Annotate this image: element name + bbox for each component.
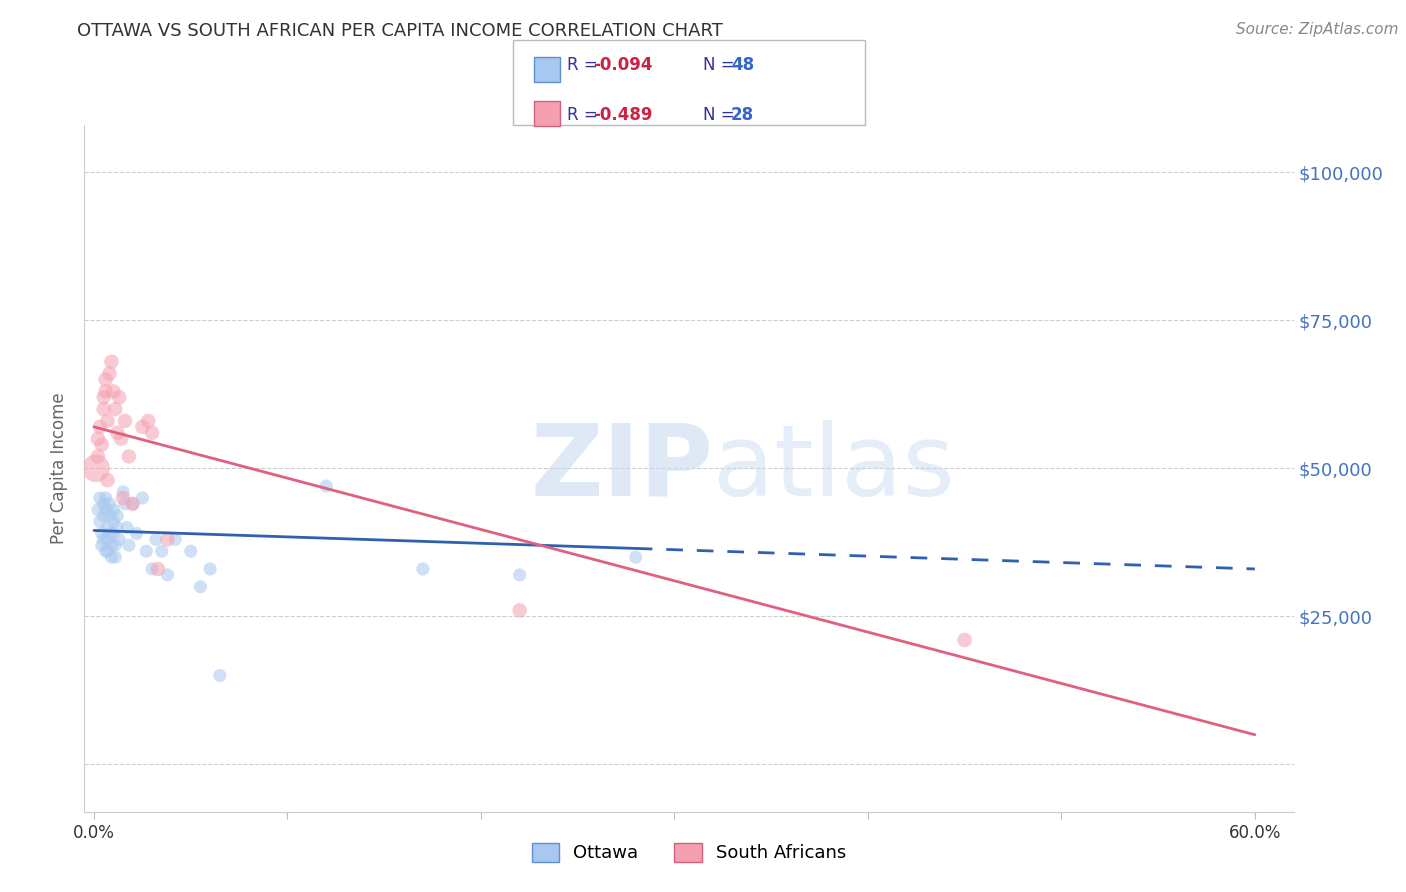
Point <box>156 567 179 582</box>
Point <box>93 497 115 511</box>
Y-axis label: Per Capita Income: Per Capita Income <box>51 392 69 544</box>
Point <box>103 515 125 529</box>
Point <box>103 526 125 541</box>
Point <box>97 520 120 534</box>
Point <box>104 402 127 417</box>
Point <box>118 538 141 552</box>
Point <box>198 562 221 576</box>
Point <box>98 526 121 541</box>
Point <box>156 533 179 547</box>
Text: R =: R = <box>567 56 603 74</box>
Point <box>165 533 187 547</box>
Text: R =: R = <box>567 106 603 124</box>
Text: ZIP: ZIP <box>530 420 713 516</box>
Point <box>118 450 141 464</box>
Point <box>624 550 647 565</box>
Point <box>105 520 128 534</box>
Text: 28: 28 <box>731 106 754 124</box>
Point <box>100 538 122 552</box>
Point <box>93 508 115 523</box>
Point <box>121 497 143 511</box>
Point <box>114 497 136 511</box>
Point <box>89 420 111 434</box>
Text: N =: N = <box>703 56 740 74</box>
Point <box>125 526 148 541</box>
Text: N =: N = <box>703 106 740 124</box>
Point <box>136 414 159 428</box>
Point <box>103 384 125 399</box>
Point <box>97 533 120 547</box>
Point <box>315 479 337 493</box>
Point <box>97 414 120 428</box>
Point <box>114 414 136 428</box>
Point <box>98 508 121 523</box>
Point <box>412 562 434 576</box>
Text: Source: ZipAtlas.com: Source: ZipAtlas.com <box>1236 22 1399 37</box>
Point <box>93 390 115 404</box>
Point <box>141 425 163 440</box>
Point <box>89 491 111 505</box>
Text: 48: 48 <box>731 56 754 74</box>
Point <box>131 491 153 505</box>
Point <box>94 502 117 516</box>
Point <box>509 567 531 582</box>
Text: atlas: atlas <box>713 420 955 516</box>
Point <box>94 372 117 386</box>
Point <box>145 533 167 547</box>
Text: OTTAWA VS SOUTH AFRICAN PER CAPITA INCOME CORRELATION CHART: OTTAWA VS SOUTH AFRICAN PER CAPITA INCOM… <box>77 22 723 40</box>
Point <box>94 384 117 399</box>
Legend: Ottawa, South Africans: Ottawa, South Africans <box>523 834 855 871</box>
Point <box>108 533 131 547</box>
Point <box>103 502 125 516</box>
Point <box>89 515 111 529</box>
Point <box>97 473 120 487</box>
Point <box>98 497 121 511</box>
Text: -0.489: -0.489 <box>593 106 652 124</box>
Point <box>100 550 122 565</box>
Point <box>105 508 128 523</box>
Point <box>97 544 120 558</box>
Point <box>509 603 531 617</box>
Point <box>90 538 112 552</box>
Point <box>131 420 153 434</box>
Text: -0.094: -0.094 <box>593 56 652 74</box>
Point <box>105 425 128 440</box>
Point <box>94 491 117 505</box>
Point <box>93 533 115 547</box>
Point <box>180 544 202 558</box>
Point <box>98 367 121 381</box>
Point <box>94 544 117 558</box>
Point <box>190 580 212 594</box>
Point <box>141 562 163 576</box>
Point <box>100 355 122 369</box>
Point <box>87 432 110 446</box>
Point <box>93 402 115 417</box>
Point <box>110 432 132 446</box>
Point <box>104 538 127 552</box>
Point <box>90 437 112 451</box>
Point <box>112 485 135 500</box>
Point <box>146 562 169 576</box>
Point <box>121 497 143 511</box>
Point <box>87 502 110 516</box>
Point <box>135 544 157 558</box>
Point <box>112 491 135 505</box>
Point <box>104 550 127 565</box>
Point <box>87 450 110 464</box>
Point <box>953 633 976 648</box>
Point <box>108 390 131 404</box>
Point <box>84 461 107 475</box>
Point <box>208 668 231 682</box>
Point <box>115 520 138 534</box>
Point <box>150 544 173 558</box>
Point <box>90 526 112 541</box>
